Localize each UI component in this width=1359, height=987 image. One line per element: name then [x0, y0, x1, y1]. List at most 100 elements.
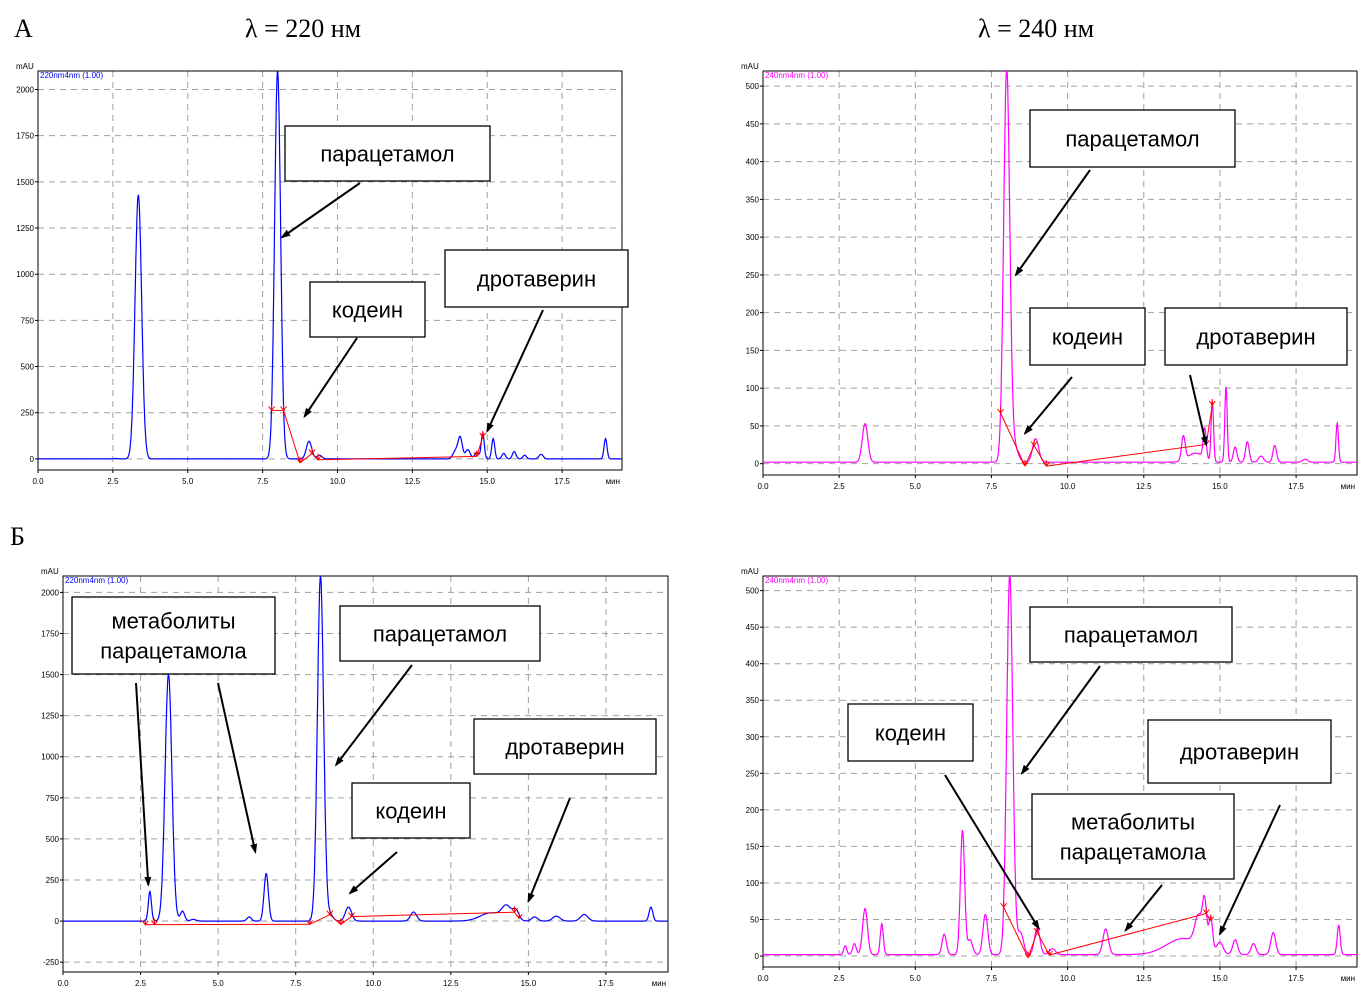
annotation-box — [351, 782, 471, 839]
x-tick-label: 0.0 — [57, 979, 69, 987]
annotation-text: метаболиты — [1071, 810, 1195, 835]
integration-mark — [348, 910, 355, 918]
y-tick-label: 100 — [746, 879, 760, 888]
integration-mark — [306, 918, 314, 926]
y-tick-label: 1250 — [16, 224, 34, 233]
integration-mark — [337, 918, 345, 926]
y-tick-label: -250 — [43, 958, 60, 967]
annotation-arrow — [135, 682, 152, 887]
y-tick-label: 200 — [746, 309, 760, 318]
x-tick-label: 17.5 — [1288, 974, 1304, 983]
chart-B-220: 0.0 2.5 5.0 7.5 10.0 12.5 15.0 17.5 мин -250 0 250 5… — [41, 567, 669, 987]
y-tick-label: 100 — [746, 384, 760, 393]
y-tick-label: 500 — [21, 363, 35, 372]
x-tick-label: 5.0 — [182, 477, 194, 486]
annotation-парацетамол: парацетамол — [1020, 606, 1233, 775]
x-tick-label: 0.0 — [757, 482, 769, 491]
annotation-arrow — [1219, 804, 1281, 936]
x-tick-label: 7.5 — [986, 974, 998, 983]
x-tick-label: 10.0 — [1060, 482, 1076, 491]
annotation-text: кодеин — [332, 298, 403, 323]
y-tick-label: 0 — [755, 952, 760, 961]
annotation-text: парацетамола — [100, 639, 247, 664]
channel-label: 220nm4nm (1.00) — [40, 71, 103, 80]
integration-mark — [1042, 460, 1050, 467]
annotation-кодеин: кодеин — [847, 703, 1040, 930]
annotation-box — [847, 703, 974, 762]
y-axis-unit: mAU — [16, 62, 34, 71]
y-tick-label: 450 — [746, 120, 760, 129]
integration-baseline — [1003, 906, 1029, 958]
annotation-arrow — [1014, 169, 1091, 277]
integration-mark — [141, 918, 149, 926]
annotation-box — [473, 718, 657, 775]
plot-frame — [62, 575, 669, 973]
y-tick-label: 750 — [46, 794, 60, 803]
y-tick-label: 250 — [746, 271, 760, 280]
integration-baseline — [283, 410, 301, 463]
x-tick-label: 17.5 — [554, 477, 570, 486]
annotation-box — [1164, 307, 1348, 366]
y-tick-label: 750 — [21, 316, 35, 325]
x-tick-label: 7.5 — [257, 477, 269, 486]
x-tick-label: 15.0 — [479, 477, 495, 486]
x-tick-label: 5.0 — [910, 482, 922, 491]
integration-mark — [515, 912, 523, 920]
integration-mark — [280, 404, 287, 412]
annotation-arrow — [334, 664, 413, 767]
annotation-text: парацетамол — [373, 622, 507, 647]
x-unit-label: мин — [1341, 974, 1355, 983]
integration-baseline — [309, 914, 331, 925]
y-tick-label: 300 — [746, 233, 760, 242]
section-b-label: Б — [10, 522, 25, 551]
y-tick-label: 500 — [46, 835, 60, 844]
y-axis-unit: mAU — [741, 567, 759, 576]
annotation-box — [1029, 606, 1233, 663]
annotation-text: кодеин — [1052, 325, 1123, 350]
y-tick-label: 300 — [746, 733, 760, 742]
y-tick-label: 150 — [746, 346, 760, 355]
annotation-кодеин: кодеин — [1023, 307, 1146, 436]
annotation-box — [309, 281, 426, 338]
y-tick-label: 500 — [746, 587, 760, 596]
y-tick-label: 1500 — [41, 671, 59, 680]
y-tick-label: 250 — [21, 409, 35, 418]
annotation-text: парацетамол — [1065, 127, 1199, 152]
annotation-кодеин: кодеин — [348, 782, 471, 895]
integration-baseline — [1024, 445, 1035, 467]
integration-baseline — [1049, 912, 1207, 956]
y-tick-label: 1250 — [41, 712, 59, 721]
integration-mark — [479, 430, 487, 438]
x-tick-label: 15.0 — [1212, 482, 1228, 491]
chart-A-240: 0.0 2.5 5.0 7.5 10.0 12.5 15.0 17.5 мин 0 50 100 150… — [741, 62, 1358, 491]
annotation-box — [1031, 793, 1235, 880]
x-tick-label: 7.5 — [290, 979, 302, 987]
annotation-парацетамол: парацетамол — [280, 125, 491, 239]
integration-baseline — [318, 455, 477, 461]
x-tick-label: 17.5 — [598, 979, 614, 987]
integration-mark — [1208, 398, 1216, 406]
integration-baseline — [351, 911, 515, 918]
x-tick-label: 10.0 — [1060, 974, 1076, 983]
annotation-box — [444, 249, 629, 308]
x-tick-label: 12.5 — [443, 979, 459, 987]
annotation-text: дротаверин — [1196, 325, 1315, 350]
annotation-box — [1147, 719, 1332, 784]
integration-baseline — [476, 436, 484, 457]
integration-mark — [326, 908, 334, 916]
y-tick-label: 0 — [30, 455, 35, 464]
y-tick-label: 400 — [746, 660, 760, 669]
x-unit-label: мин — [606, 477, 620, 486]
x-tick-label: 15.0 — [1212, 974, 1228, 983]
annotation-arrow — [1020, 665, 1101, 775]
integration-mark — [151, 918, 158, 926]
wavelength-220-header: λ = 220 нм — [245, 14, 362, 43]
x-tick-label: 0.0 — [757, 974, 769, 983]
annotation-box — [339, 605, 541, 662]
annotation-box — [284, 125, 491, 182]
annotation-text: дротаверин — [477, 267, 596, 292]
y-tick-label: 1750 — [41, 630, 59, 639]
annotation-arrow — [303, 337, 358, 419]
y-axis-unit: mAU — [741, 62, 759, 71]
